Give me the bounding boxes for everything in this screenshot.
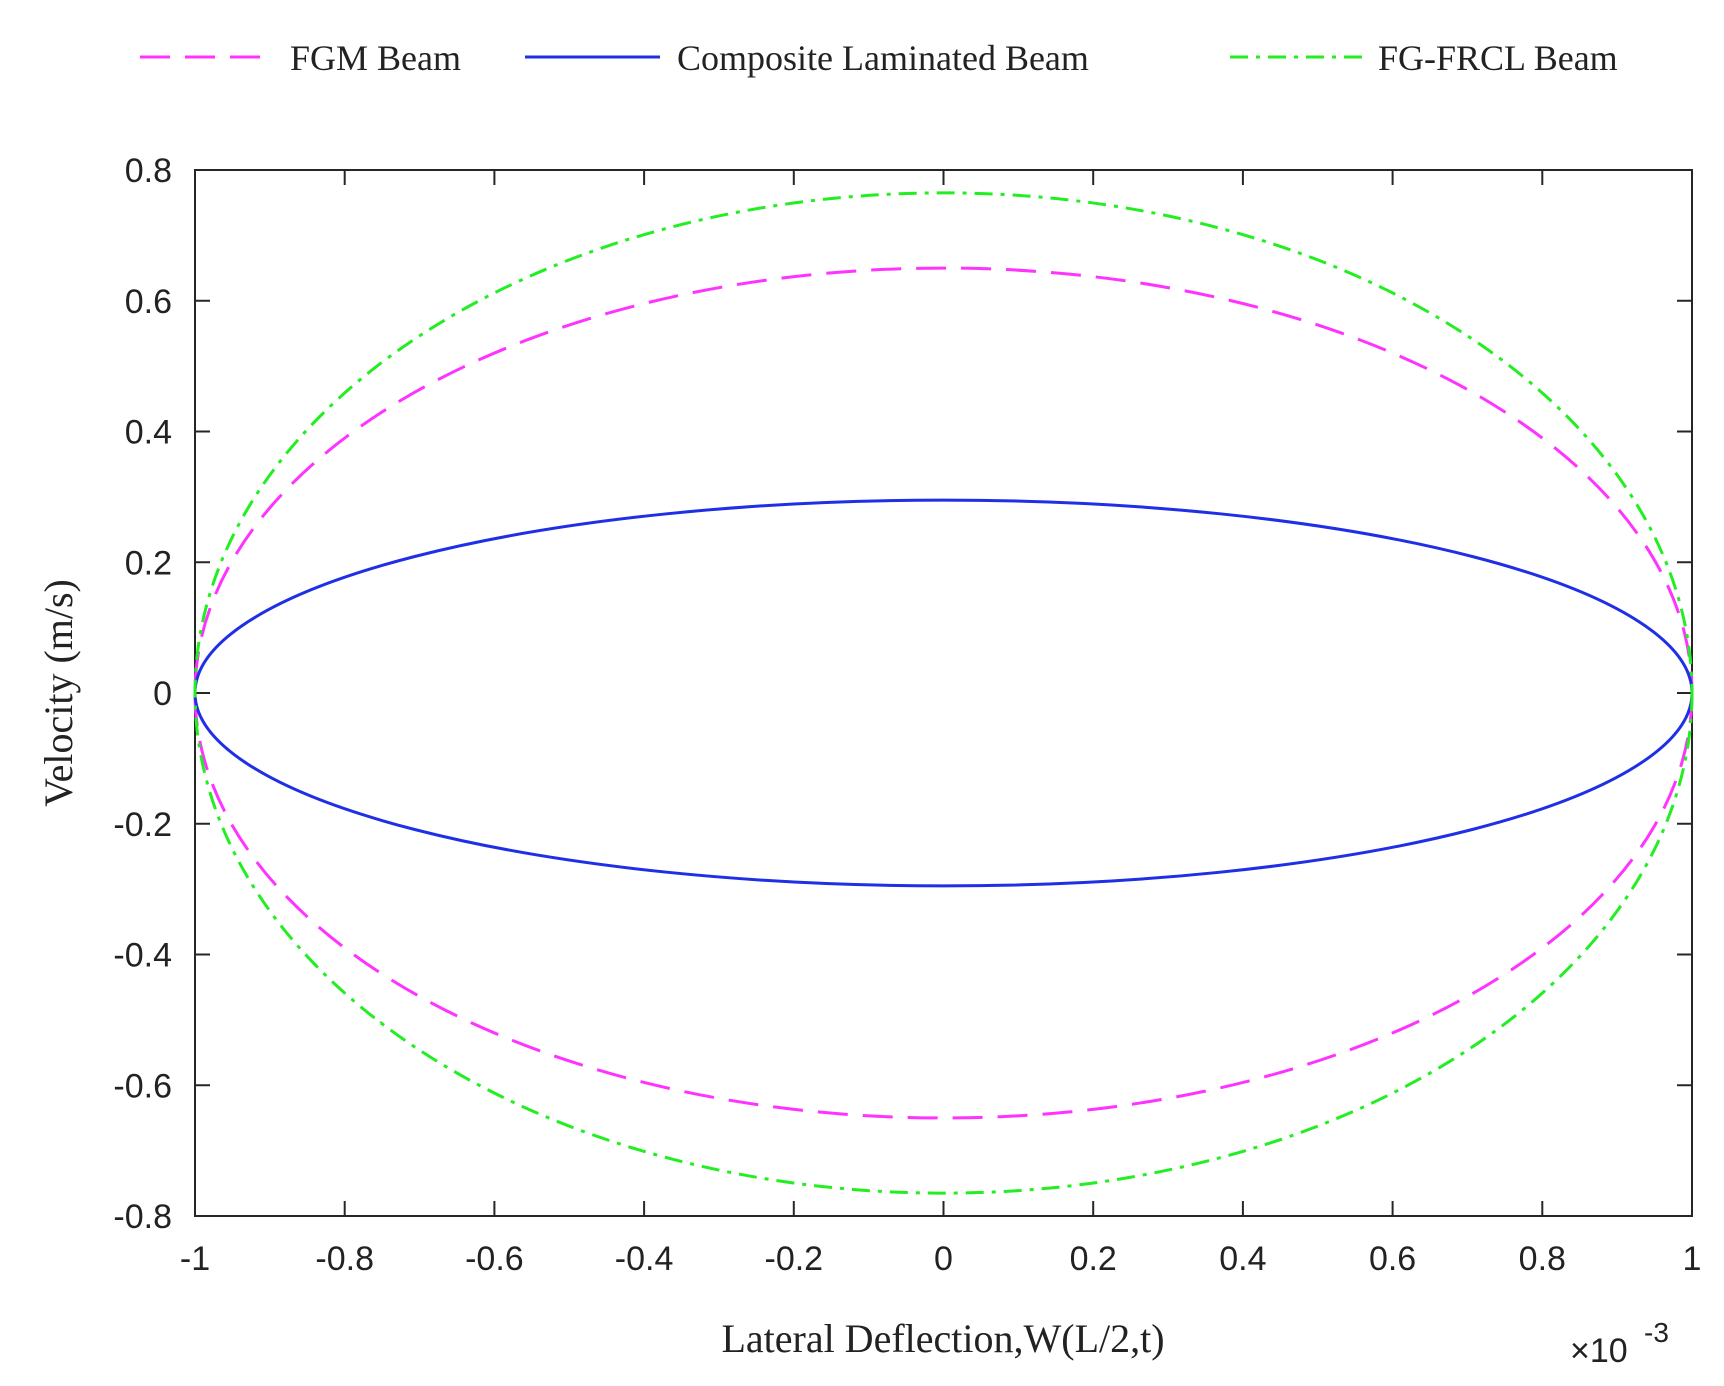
legend-label-fg-frcl-beam: FG-FRCL Beam — [1378, 38, 1618, 78]
x-tick-label: -0.6 — [465, 1240, 524, 1278]
y-tick-label: -0.6 — [113, 1067, 172, 1105]
legend-label-fgm-beam: FGM Beam — [290, 38, 461, 78]
y-tick-label: 0.4 — [125, 414, 172, 452]
x-tick-label: 1 — [1683, 1240, 1702, 1278]
legend: FGM Beam Composite Laminated Beam FG-FRC… — [140, 38, 1618, 78]
x-tick-label: 0.4 — [1219, 1240, 1266, 1278]
x-tick-label: -1 — [180, 1240, 210, 1278]
series-layer — [193, 191, 1694, 1195]
x-tick-label: -0.4 — [615, 1240, 674, 1278]
series-curve-composite-laminated-beam — [193, 498, 1694, 888]
x-tick-label: 0.6 — [1369, 1240, 1416, 1278]
y-tick-label: -0.2 — [113, 806, 172, 844]
x-tick-labels: -1 -0.8 -0.6 -0.4 -0.2 0 0.2 0.4 0.6 0.8 1 — [180, 1240, 1702, 1278]
x-tick-label: 0.8 — [1519, 1240, 1566, 1278]
series-curve-fgm-beam — [193, 266, 1694, 1120]
axes-box — [194, 169, 1693, 1217]
y-axis-label: Velocity (m/s) — [36, 579, 81, 807]
x-multiplier-base: ×10 — [1570, 1332, 1628, 1370]
x-tick-label: 0.2 — [1070, 1240, 1117, 1278]
plot-area — [193, 169, 1694, 1217]
x-tick-label: -0.8 — [315, 1240, 374, 1278]
x-multiplier-exponent: -3 — [1644, 1317, 1669, 1348]
x-tick-label: -0.2 — [765, 1240, 824, 1278]
y-tick-label: -0.8 — [113, 1198, 172, 1236]
x-tick-label: 0 — [934, 1240, 953, 1278]
series-curve-fg-frcl-beam — [193, 191, 1694, 1195]
y-tick-label: 0.2 — [125, 544, 172, 582]
axis-ticks — [194, 169, 1693, 1217]
legend-label-composite-laminated-beam: Composite Laminated Beam — [677, 38, 1089, 78]
y-tick-label: -0.4 — [113, 937, 172, 975]
y-tick-label: 0.8 — [125, 152, 172, 190]
x-axis-multiplier: ×10 -3 — [1570, 1317, 1669, 1370]
y-tick-label: 0.6 — [125, 283, 172, 321]
x-axis-label: Lateral Deflection,W(L/2,t) — [721, 1316, 1164, 1361]
y-tick-label: 0 — [153, 675, 172, 713]
y-tick-labels: 0.8 0.6 0.4 0.2 0 -0.2 -0.4 -0.6 -0.8 — [113, 152, 172, 1236]
